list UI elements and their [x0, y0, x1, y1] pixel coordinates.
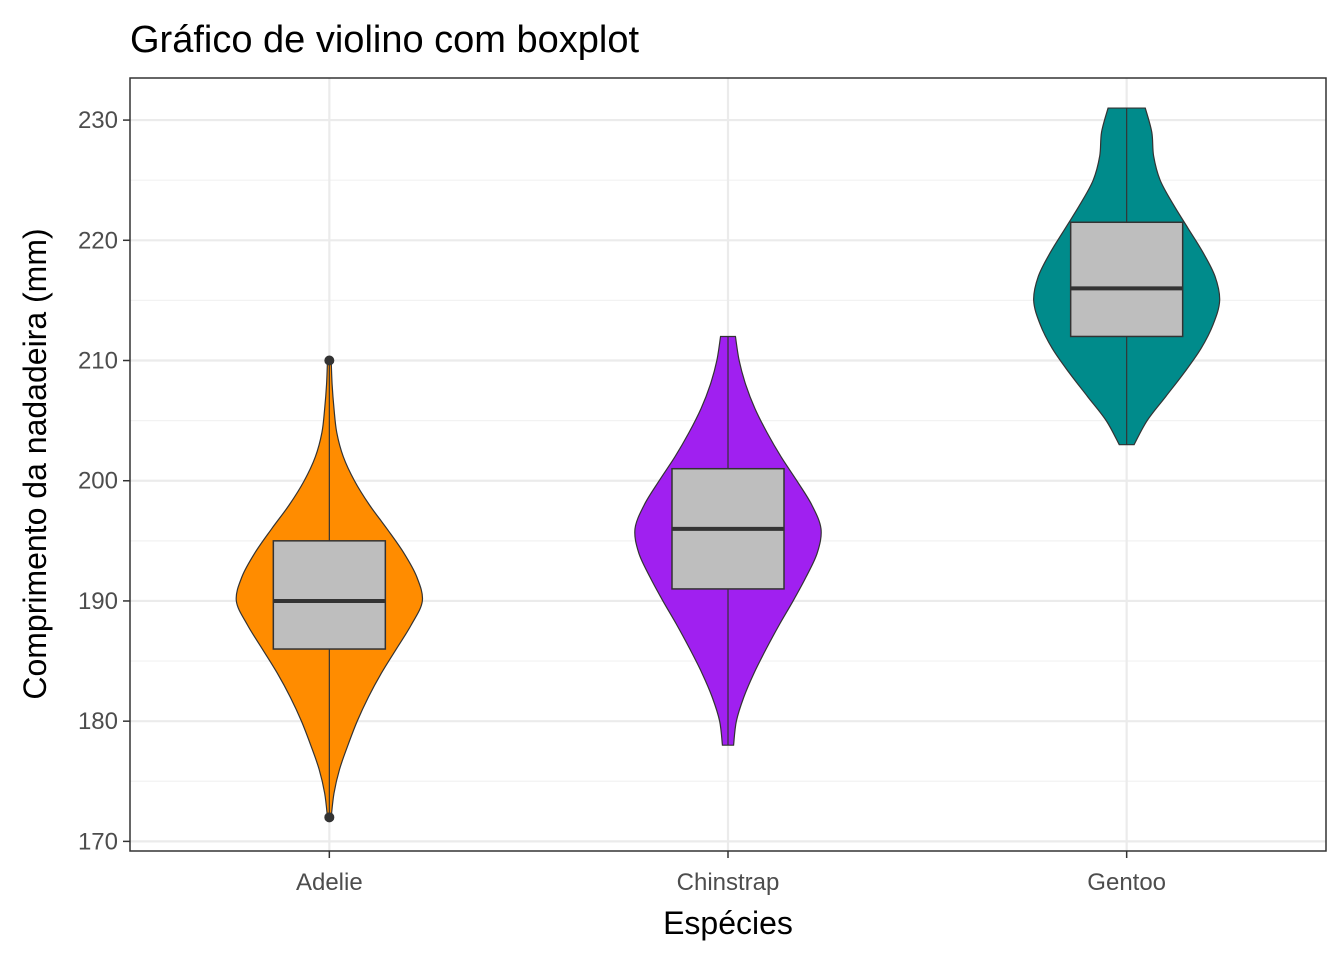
y-tick-label: 200 — [78, 468, 118, 495]
x-axis: Adelie Chinstrap Gentoo — [296, 851, 1166, 896]
violins — [235, 107, 1221, 823]
y-tick-label: 210 — [78, 348, 118, 375]
y-tick-label: 170 — [78, 828, 118, 855]
y-tick-label: 190 — [78, 588, 118, 615]
box-iqr — [1069, 221, 1184, 338]
box-iqr — [272, 540, 387, 650]
violin-group-gentoo — [1033, 107, 1221, 446]
chart-title: Gráfico de violino com boxplot — [130, 19, 639, 61]
y-axis-title: Comprimento da nadadeira (mm) — [17, 228, 53, 699]
y-tick-label: 180 — [78, 708, 118, 735]
y-axis: 170 180 190 200 210 220 230 — [78, 107, 130, 855]
x-tick-label: Chinstrap — [677, 869, 780, 896]
violin-group-chinstrap — [634, 335, 822, 746]
x-tick-label: Adelie — [296, 869, 363, 896]
x-tick-label: Gentoo — [1087, 869, 1166, 896]
y-tick-label: 230 — [78, 107, 118, 134]
violin-group-adelie — [235, 355, 424, 823]
x-axis-title: Espécies — [663, 905, 793, 941]
outlier-point — [324, 355, 335, 366]
y-tick-label: 220 — [78, 227, 118, 254]
outlier-point — [324, 812, 335, 823]
